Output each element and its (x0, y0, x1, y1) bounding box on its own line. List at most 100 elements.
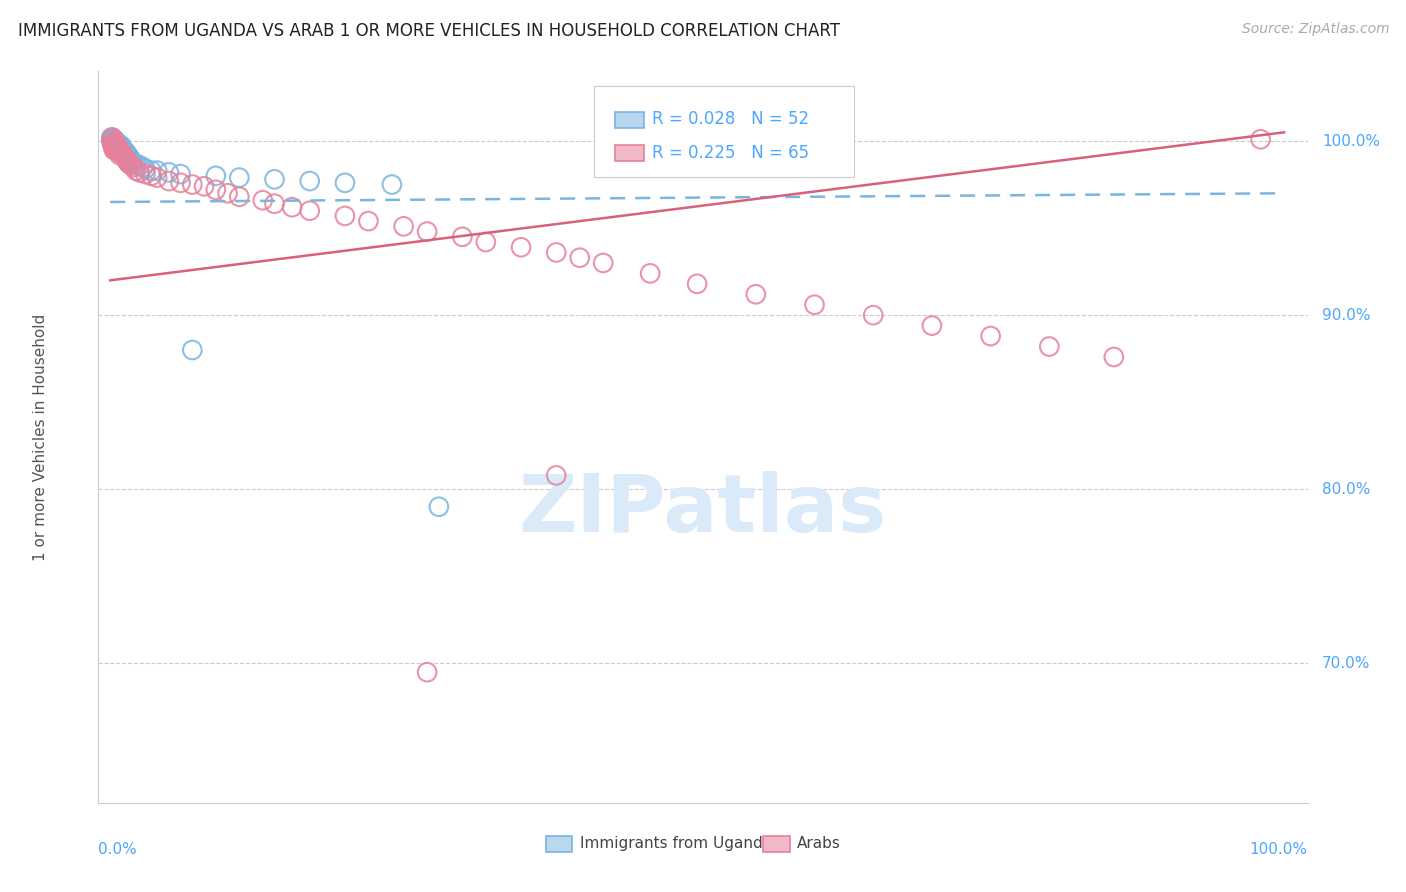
Point (105, 141, 128, 155)
Point (298, 203, 321, 218)
Point (112, 148, 135, 162)
Point (105, 139, 128, 153)
Point (110, 141, 132, 155)
Point (228, 190, 250, 204)
Point (263, 172, 285, 186)
Text: IMMIGRANTS FROM UGANDA VS ARAB 1 OR MORE VEHICLES IN HOUSEHOLD CORRELATION CHART: IMMIGRANTS FROM UGANDA VS ARAB 1 OR MORE… (18, 22, 841, 40)
Point (104, 143, 127, 157)
Point (101, 137, 124, 152)
Point (100, 134, 122, 148)
Point (546, 468, 568, 483)
Point (146, 163, 169, 178)
Point (114, 152, 136, 166)
Bar (614, 145, 644, 161)
Point (980, 329, 1002, 343)
Point (451, 229, 474, 244)
Point (103, 136, 125, 150)
Point (112, 145, 135, 159)
Point (638, 266, 661, 280)
Point (686, 277, 709, 291)
Point (120, 152, 142, 166)
Point (745, 287, 768, 301)
Point (105, 134, 128, 148)
Point (141, 163, 163, 178)
Point (103, 134, 125, 148)
Point (381, 178, 404, 192)
Point (108, 137, 131, 152)
Point (117, 155, 139, 169)
Point (114, 145, 136, 159)
Point (105, 137, 128, 152)
Point (157, 165, 180, 179)
Point (169, 167, 191, 181)
Point (112, 143, 135, 157)
Point (112, 150, 135, 164)
Bar (763, 836, 790, 852)
Point (105, 136, 128, 150)
Text: 80.0%: 80.0% (1322, 482, 1371, 497)
Point (546, 245, 568, 260)
Text: 100.0%: 100.0% (1250, 842, 1308, 856)
Point (103, 143, 125, 157)
Point (107, 141, 129, 155)
Point (107, 137, 129, 152)
Text: R = 0.028   N = 52: R = 0.028 N = 52 (652, 110, 810, 128)
Point (263, 196, 285, 211)
Point (111, 139, 134, 153)
Point (104, 136, 127, 150)
Point (803, 298, 825, 312)
Point (204, 183, 226, 197)
Point (100, 132, 122, 146)
Point (228, 170, 250, 185)
Bar (614, 112, 644, 128)
Point (592, 256, 614, 270)
Point (104, 139, 127, 153)
Point (121, 155, 143, 169)
Point (105, 141, 128, 155)
Point (122, 160, 145, 174)
Text: Immigrants from Uganda: Immigrants from Uganda (579, 837, 772, 851)
Point (333, 209, 356, 223)
Point (105, 139, 128, 153)
FancyBboxPatch shape (595, 86, 855, 178)
Point (134, 161, 156, 176)
Point (281, 200, 304, 214)
Point (416, 225, 439, 239)
Point (204, 169, 226, 183)
Point (128, 158, 150, 172)
Text: ZIPatlas: ZIPatlas (519, 471, 887, 549)
Point (217, 186, 239, 201)
Point (862, 308, 884, 322)
Point (392, 219, 415, 234)
Point (120, 158, 142, 172)
Point (105, 137, 128, 152)
Point (108, 145, 131, 159)
Point (141, 169, 163, 183)
Text: 70.0%: 70.0% (1322, 656, 1371, 671)
Point (111, 146, 134, 161)
Point (104, 139, 127, 153)
Point (118, 150, 141, 164)
Point (125, 163, 148, 178)
Text: 0.0%: 0.0% (98, 842, 138, 856)
Text: R = 0.225   N = 65: R = 0.225 N = 65 (652, 144, 810, 161)
Text: 100.0%: 100.0% (1322, 134, 1381, 149)
Point (921, 318, 943, 333)
Point (357, 214, 380, 228)
Point (181, 343, 204, 357)
Point (298, 174, 321, 188)
Point (128, 165, 150, 179)
Point (416, 665, 439, 680)
Point (122, 156, 145, 170)
Point (134, 167, 156, 181)
Point (115, 153, 138, 168)
Point (101, 134, 124, 148)
Point (103, 139, 125, 153)
Bar (546, 836, 572, 852)
Point (169, 176, 191, 190)
Point (427, 500, 450, 514)
Point (1250, 132, 1272, 146)
Text: 1 or more Vehicles in Household: 1 or more Vehicles in Household (32, 313, 48, 561)
Point (103, 136, 125, 150)
Point (104, 134, 127, 148)
